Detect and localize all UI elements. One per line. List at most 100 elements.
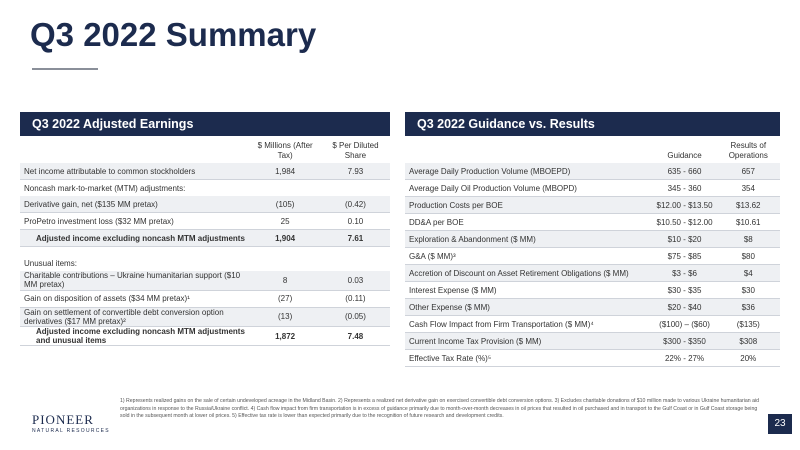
cell-value: 7.61 xyxy=(320,229,390,248)
header-cell xyxy=(405,140,653,163)
row-label: Net income attributable to common stockh… xyxy=(20,163,250,181)
column-header: $ Millions (After Tax) xyxy=(257,141,313,160)
cell-value: $80 xyxy=(716,247,780,266)
cell-value: (13) xyxy=(249,307,321,327)
cell-value: $12.00 - $13.50 xyxy=(652,196,717,215)
table-row: Current Income Tax Provision ($ MM) $300 … xyxy=(405,332,780,351)
table-row: Average Daily Oil Production Volume (MBO… xyxy=(405,179,780,198)
cell-value: 0.03 xyxy=(320,271,390,291)
column-header: Results of Operations xyxy=(728,141,768,160)
row-label: Cash Flow Impact from Firm Transportatio… xyxy=(405,315,653,334)
cell-value: (105) xyxy=(249,196,321,214)
cell-value: 25 xyxy=(249,212,321,231)
cell-value: $30 - $35 xyxy=(652,281,717,300)
panel-header: Q3 2022 Adjusted Earnings xyxy=(20,112,390,136)
table-row: Production Costs per BOE $12.00 - $13.50 $… xyxy=(405,196,780,215)
footnote: 1) Represents realized gains on the sale… xyxy=(120,398,760,420)
row-label: Interest Expense ($ MM) xyxy=(405,281,653,300)
table-row: Net income attributable to common stockh… xyxy=(20,163,390,181)
cell-value: $30 xyxy=(716,281,780,300)
cell-value: 635 - 660 xyxy=(652,163,717,181)
table-row: Accretion of Discount on Asset Retiremen… xyxy=(405,264,780,283)
logo: PIONEER NATURAL RESOURCES xyxy=(32,412,110,434)
row-label: Adjusted income excluding noncash MTM ad… xyxy=(20,229,250,248)
earnings-table: $ Millions (After Tax) $ Per Diluted Shar… xyxy=(20,140,390,347)
cell-value: 8 xyxy=(249,271,321,291)
spacer-row xyxy=(20,247,390,256)
table-row: Noncash mark-to-market (MTM) adjustments… xyxy=(20,180,390,197)
table-row: Charitable contributions – Ukraine human… xyxy=(20,271,390,291)
table-row: Other Expense ($ MM) $20 - $40 $36 xyxy=(405,298,780,317)
row-label: ProPetro investment loss ($32 MM pretax) xyxy=(20,212,250,231)
row-label: Average Daily Production Volume (MBOEPD) xyxy=(405,163,653,181)
logo-name: PIONEER xyxy=(32,412,94,427)
cell-value: $10.50 - $12.00 xyxy=(652,213,717,232)
row-label: Exploration & Abandonment ($ MM) xyxy=(405,230,653,249)
table-row: Derivative gain, net ($135 MM pretax) (10… xyxy=(20,196,390,214)
header-row: $ Millions (After Tax) $ Per Diluted Shar… xyxy=(20,140,390,163)
cell-value: (0.42) xyxy=(320,196,390,214)
cell-value: (0.11) xyxy=(320,290,390,308)
cell-value: 657 xyxy=(716,163,780,181)
cell-value: 7.48 xyxy=(320,326,390,347)
table-row: G&A ($ MM)³ $75 - $85 $80 xyxy=(405,247,780,266)
logo-tagline: NATURAL RESOURCES xyxy=(32,428,110,434)
cell-value: (0.05) xyxy=(320,307,390,327)
cell-value: 22% - 27% xyxy=(652,349,717,368)
cell-value: ($100) – ($60) xyxy=(652,315,717,334)
title: Q3 2022 Summary xyxy=(30,16,317,53)
row-label: Adjusted income excluding noncash MTM ad… xyxy=(20,326,250,347)
row-label: Gain on settlement of convertible debt c… xyxy=(20,307,250,327)
cell-value: 1,872 xyxy=(249,326,321,347)
table-row: Adjusted income excluding noncash MTM ad… xyxy=(20,229,390,248)
cell-value: 0.10 xyxy=(320,212,390,231)
row-label: G&A ($ MM)³ xyxy=(405,247,653,266)
guidance-panel: Q3 2022 Guidance vs. Results Guidance Res… xyxy=(405,112,780,368)
table-row: Unusual items: xyxy=(20,255,390,271)
row-label: Effective Tax Rate (%)⁵ xyxy=(405,349,653,368)
row-label: Production Costs per BOE xyxy=(405,196,653,215)
row-label: Current Income Tax Provision ($ MM) xyxy=(405,332,653,351)
row-label: Accretion of Discount on Asset Retiremen… xyxy=(405,264,653,283)
cell-value: $13.62 xyxy=(716,196,780,215)
cell-value: $75 - $85 xyxy=(652,247,717,266)
row-label: Derivative gain, net ($135 MM pretax) xyxy=(20,196,250,214)
cell-value: ($135) xyxy=(716,315,780,334)
cell-value: 354 xyxy=(716,179,780,198)
cell-value: $4 xyxy=(716,264,780,283)
panel-header: Q3 2022 Guidance vs. Results xyxy=(405,112,780,136)
row-label: Average Daily Oil Production Volume (MBO… xyxy=(405,179,653,198)
cell-value: 20% xyxy=(716,349,780,368)
cell-value: 1,984 xyxy=(249,163,321,181)
cell-value: 345 - 360 xyxy=(652,179,717,198)
cell-value: $308 xyxy=(716,332,780,351)
row-label: Gain on disposition of assets ($34 MM pr… xyxy=(20,290,250,308)
cell-value: $20 - $40 xyxy=(652,298,717,317)
column-header: $ Per Diluted Share xyxy=(332,141,379,160)
cell-value: 1,904 xyxy=(249,229,321,248)
header-row: Guidance Results of Operations xyxy=(405,140,780,163)
table-row: Average Daily Production Volume (MBOEPD)… xyxy=(405,163,780,181)
header-cell xyxy=(20,140,249,163)
cell-value: $36 xyxy=(716,298,780,317)
earnings-panel: Q3 2022 Adjusted Earnings $ Millions (Af… xyxy=(20,112,390,347)
page-number: 23 xyxy=(768,414,792,434)
table-row: Gain on disposition of assets ($34 MM pr… xyxy=(20,290,390,308)
table-row: DD&A per BOE $10.50 - $12.00 $10.61 xyxy=(405,213,780,232)
row-label: Other Expense ($ MM) xyxy=(405,298,653,317)
cell-value: 7.93 xyxy=(320,163,390,181)
cell-value: $10.61 xyxy=(716,213,780,232)
table-row: Gain on settlement of convertible debt c… xyxy=(20,307,390,327)
cell-value: $3 - $6 xyxy=(652,264,717,283)
cell-value: $300 - $350 xyxy=(652,332,717,351)
table-row: ProPetro investment loss ($32 MM pretax)… xyxy=(20,212,390,231)
cell-value: $8 xyxy=(716,230,780,249)
cell-value: (27) xyxy=(249,290,321,308)
table-row: Exploration & Abandonment ($ MM) $10 - $2… xyxy=(405,230,780,249)
table-row: Adjusted income excluding noncash MTM ad… xyxy=(20,326,390,347)
row-label: DD&A per BOE xyxy=(405,213,653,232)
row-label: Unusual items: xyxy=(24,258,77,268)
guidance-table: Guidance Results of Operations Average Dai… xyxy=(405,140,780,368)
table-row: Cash Flow Impact from Firm Transportatio… xyxy=(405,315,780,334)
